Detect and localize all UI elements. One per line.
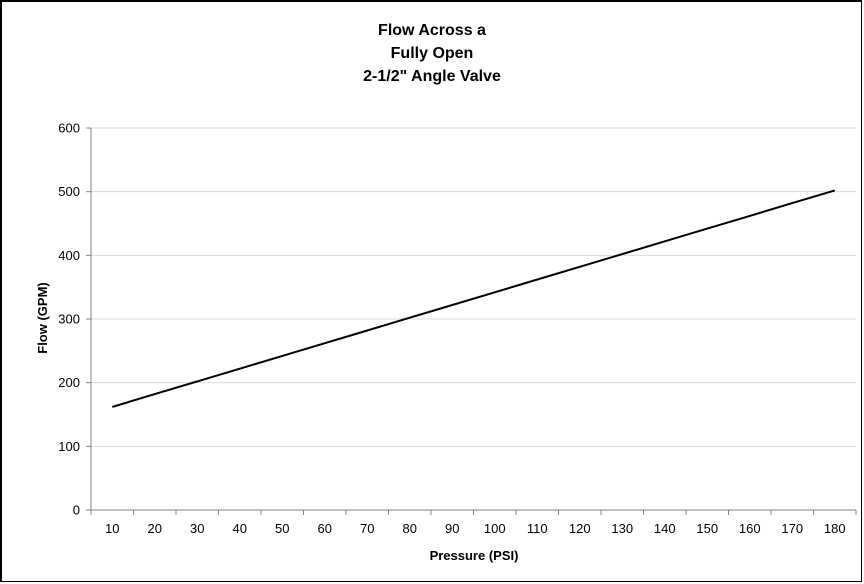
chart-title-line-2: Fully Open	[390, 45, 474, 62]
x-tick-label: 80	[403, 521, 417, 536]
y-tick-label: 0	[73, 503, 80, 518]
x-axis-label: Pressure (PSI)	[430, 548, 519, 563]
y-tick-label: 600	[58, 121, 80, 136]
x-tick-label: 150	[696, 521, 718, 536]
gridlines	[91, 127, 856, 447]
x-tick-label: 130	[611, 521, 633, 536]
x-tick-label: 120	[569, 521, 591, 536]
x-tick-label: 170	[781, 521, 803, 536]
x-tick-label: 60	[318, 521, 332, 536]
x-tick-label: 70	[360, 521, 374, 536]
y-tick-label: 200	[58, 375, 80, 390]
x-tick-label: 110	[527, 521, 548, 536]
series-layer	[112, 189, 836, 408]
x-tick-label: 140	[654, 521, 676, 536]
series-line	[112, 189, 836, 408]
x-tick-label: 100	[484, 521, 506, 536]
y-tick-label: 100	[58, 439, 80, 454]
y-axis-ticks: 0 100 200 300 400 500 600	[58, 121, 91, 518]
x-tick-label: 50	[275, 521, 289, 536]
x-tick-label: 20	[148, 521, 162, 536]
y-tick-label: 300	[58, 312, 80, 327]
x-tick-label: 160	[739, 521, 761, 536]
chart-title-line-3: 2-1/2" Angle Valve	[363, 68, 501, 85]
y-tick-label: 400	[58, 248, 80, 263]
chart-title-line-1: Flow Across a	[378, 22, 486, 39]
y-axis-label: Flow (GPM)	[35, 282, 50, 354]
x-tick-label: 90	[445, 521, 459, 536]
x-tick-label: 180	[824, 521, 846, 536]
x-tick-label: 40	[233, 521, 247, 536]
y-tick-label: 500	[58, 184, 80, 199]
x-axis-ticks: 10 20 30 40 50 60 70 80 90 100 110 120 130 140 150 160 1…	[90, 510, 857, 536]
x-tick-label: 10	[105, 521, 119, 536]
x-tick-label: 30	[190, 521, 204, 536]
